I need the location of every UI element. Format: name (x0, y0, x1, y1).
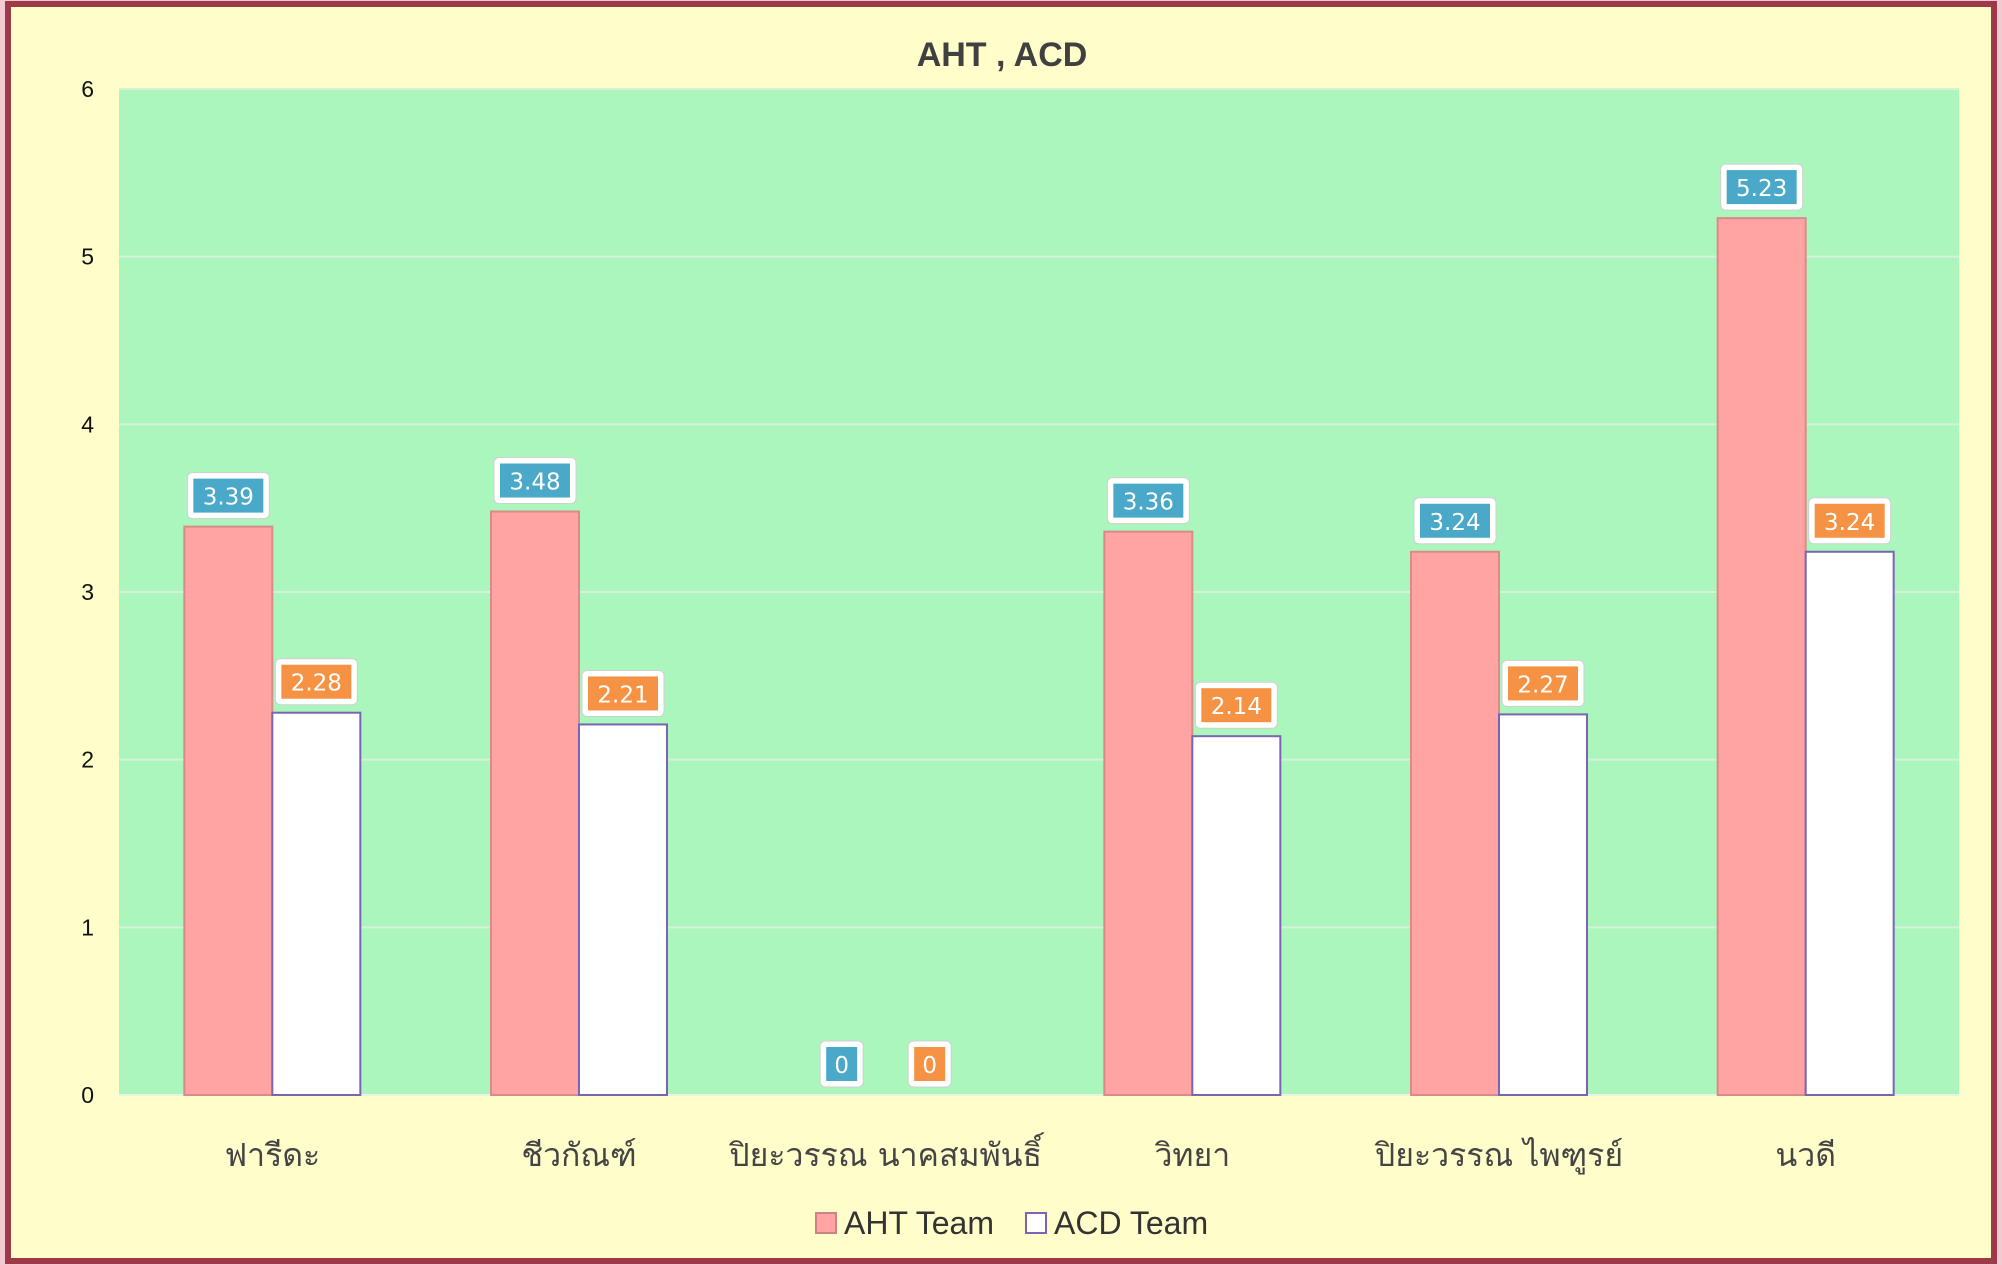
data-label-fill (1508, 666, 1578, 701)
data-label-text: 3.48 (509, 470, 560, 496)
data-label-fill (914, 1047, 946, 1081)
data-label-acd-1: 2.21 (581, 669, 665, 717)
bar-aht-4 (1410, 550, 1500, 1096)
data-label-fill (1726, 170, 1797, 205)
data-label-text: 2.27 (1517, 672, 1568, 698)
data-label-aht-2: 0 (819, 1040, 864, 1088)
data-label-text: 3.36 (1123, 490, 1174, 516)
legend-label-aht: AHT Team (844, 1205, 994, 1241)
data-label-text: 3.39 (203, 485, 254, 511)
legend-swatch-acd (1025, 1212, 1047, 1234)
x-category-label-2: ปิยะวรรณ นาคสมพันธิ์ (728, 1132, 1044, 1174)
data-label-text: 2.28 (291, 671, 342, 697)
data-label-fill (500, 463, 570, 498)
data-label-text: 2.14 (1211, 694, 1262, 720)
y-tick-label-3: 3 (81, 579, 94, 605)
bar-acd-4 (1498, 713, 1588, 1096)
x-category-label-4: ปิยะวรรณ ไพฑูรย์ (1374, 1136, 1623, 1175)
x-axis-category-labels: ฟารีดะ ชีวกัณฑ์ ปิยะวรรณ นาคสมพันธิ์ วิทยา ป… (224, 1132, 1836, 1175)
legend-swatch-aht (815, 1212, 837, 1234)
data-label-aht-3: 3.36 (1106, 477, 1190, 525)
bars (183, 217, 1895, 1097)
data-label-fill (1113, 483, 1184, 518)
y-tick-label-0: 0 (81, 1082, 94, 1108)
bar-acd-0 (271, 711, 362, 1096)
x-category-label-1: ชีวกัณฑ์ (521, 1136, 636, 1174)
data-label-fill (1201, 688, 1272, 723)
bar-aht-1 (490, 510, 580, 1096)
data-label-acd-5: 3.24 (1808, 497, 1892, 545)
data-label-fill (1420, 503, 1490, 538)
y-tick-label-6: 6 (81, 76, 94, 102)
x-category-label-5: นวดี (1775, 1136, 1836, 1174)
data-label-acd-4: 2.27 (1501, 659, 1585, 707)
x-category-label-3: วิทยา (1154, 1136, 1230, 1174)
data-label-acd-3: 2.14 (1194, 681, 1278, 729)
data-label-fill (826, 1047, 858, 1081)
data-label-aht-4: 3.24 (1413, 497, 1497, 545)
data-label-text: 3.24 (1429, 510, 1480, 536)
data-label-text: 0 (834, 1053, 849, 1079)
bar-aht-3 (1103, 530, 1194, 1096)
data-label-aht-5: 5.23 (1720, 163, 1804, 211)
data-labels: 3.39 3.48 0 3.36 3.24 5.23 2.28 2.21 0 2.14 2.27 3.… (186, 163, 1892, 1088)
data-label-aht-0: 3.39 (186, 472, 270, 520)
bar-acd-1 (578, 723, 668, 1096)
data-label-aht-1: 3.48 (493, 457, 577, 505)
data-label-text: 0 (922, 1053, 937, 1079)
x-category-label-0: ฟารีดะ (224, 1136, 320, 1174)
bar-aht-5 (1716, 217, 1807, 1096)
bar-acd-5 (1804, 550, 1895, 1096)
data-label-fill (281, 664, 352, 699)
legend: AHT Team ACD Team (815, 1205, 1208, 1241)
y-tick-label-2: 2 (81, 747, 94, 773)
data-label-acd-2: 0 (907, 1040, 952, 1088)
legend-label-acd: ACD Team (1054, 1205, 1208, 1241)
y-tick-label-4: 4 (81, 411, 94, 437)
data-label-acd-0: 2.28 (274, 658, 358, 706)
data-label-text: 3.24 (1824, 510, 1875, 536)
data-label-fill (588, 676, 658, 711)
y-tick-label-1: 1 (81, 914, 94, 940)
bar-aht-0 (183, 525, 274, 1096)
chart-title: AHT , ACD (917, 36, 1088, 74)
data-label-fill (193, 478, 264, 513)
data-label-text: 2.21 (597, 682, 648, 708)
data-label-text: 5.23 (1736, 176, 1787, 202)
gridlines (119, 88, 1959, 1096)
y-tick-label-5: 5 (81, 244, 94, 270)
y-axis-tick-labels: 0 1 2 3 4 5 6 (81, 76, 94, 1108)
data-label-fill (1814, 503, 1885, 538)
bar-acd-3 (1191, 735, 1282, 1097)
